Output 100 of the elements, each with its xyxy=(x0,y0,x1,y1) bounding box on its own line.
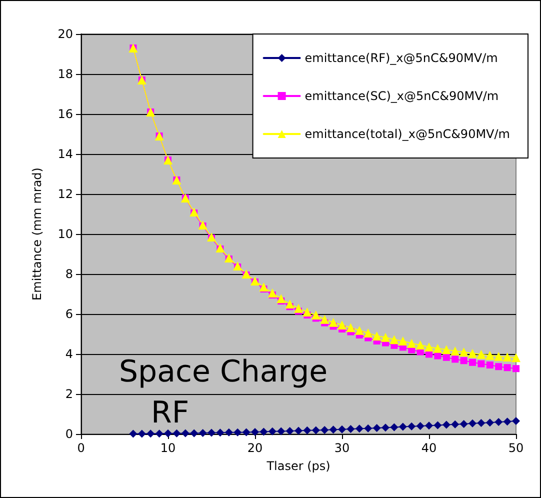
point xyxy=(138,430,146,438)
point xyxy=(285,300,294,308)
y-tick-label: 2 xyxy=(65,387,73,401)
y-tick-label: 16 xyxy=(58,107,73,121)
point xyxy=(494,418,503,426)
x-tick-label: 10 xyxy=(160,441,176,455)
point xyxy=(355,424,364,433)
y-tick-label: 18 xyxy=(58,67,73,81)
point xyxy=(459,348,468,356)
point xyxy=(216,428,224,437)
point xyxy=(129,430,138,438)
point xyxy=(407,338,416,348)
y-tick-label: 10 xyxy=(58,227,73,241)
point xyxy=(259,282,268,292)
point xyxy=(208,428,216,437)
point xyxy=(495,363,502,370)
legend-label: emittance(total)_x@5nC&90MV/m xyxy=(304,127,510,141)
point xyxy=(512,365,520,372)
point xyxy=(234,428,242,436)
point xyxy=(390,335,399,344)
point xyxy=(390,423,398,432)
point xyxy=(302,308,312,316)
point xyxy=(460,357,468,364)
point xyxy=(416,422,424,430)
point xyxy=(338,425,346,434)
y-tick-label: 12 xyxy=(58,187,73,201)
point xyxy=(485,350,494,360)
x-tick-label: 50 xyxy=(508,441,524,455)
point xyxy=(442,345,451,354)
point xyxy=(260,428,268,436)
point xyxy=(277,427,286,436)
point xyxy=(398,422,407,431)
y-axis-title: Emittance (mm mrad) xyxy=(30,168,44,300)
point xyxy=(364,328,373,338)
point xyxy=(382,424,390,432)
x-tick-label: 0 xyxy=(77,441,85,455)
annotation: Space Charge xyxy=(119,354,328,390)
y-tick-label: 6 xyxy=(65,307,73,321)
x-axis-title: Tlaser (ps) xyxy=(266,459,330,473)
point xyxy=(469,358,476,366)
point xyxy=(172,429,181,438)
point xyxy=(494,352,504,361)
point xyxy=(434,421,442,430)
annotation: RF xyxy=(151,396,190,430)
point xyxy=(398,336,408,346)
point xyxy=(425,422,433,430)
point xyxy=(512,417,520,425)
y-tick-label: 8 xyxy=(65,267,73,281)
y-tick-label: 14 xyxy=(58,147,73,161)
point xyxy=(328,318,338,327)
point xyxy=(311,310,320,320)
x-tick-label: 20 xyxy=(247,441,263,455)
x-tick-label: 30 xyxy=(334,441,350,455)
y-tick-label: 4 xyxy=(65,347,73,361)
point xyxy=(224,428,233,436)
point xyxy=(478,360,485,368)
point xyxy=(408,422,416,430)
point xyxy=(286,427,294,435)
point xyxy=(181,429,190,438)
point xyxy=(451,420,460,428)
point xyxy=(477,419,486,427)
point xyxy=(502,352,512,362)
point xyxy=(372,424,381,432)
point xyxy=(468,419,476,428)
point xyxy=(190,429,198,438)
point xyxy=(312,426,320,434)
legend-label: emittance(SC)_x@5nC&90MV/m xyxy=(304,89,499,103)
point xyxy=(452,356,459,363)
point xyxy=(276,294,286,304)
point xyxy=(320,314,330,324)
point xyxy=(468,348,477,358)
point xyxy=(268,427,276,436)
point xyxy=(251,428,259,436)
point xyxy=(424,342,434,352)
point xyxy=(442,354,450,361)
point xyxy=(364,424,372,432)
point xyxy=(294,426,302,435)
point xyxy=(486,418,494,427)
point xyxy=(486,362,494,368)
point xyxy=(503,418,512,426)
y-tick-label: 0 xyxy=(65,427,73,441)
legend-label: emittance(RF)_x@5nC&90MV/m xyxy=(304,51,498,65)
point xyxy=(381,332,390,342)
point xyxy=(346,425,355,433)
point xyxy=(268,288,277,298)
point xyxy=(294,304,303,313)
point xyxy=(442,420,450,429)
point xyxy=(433,344,442,353)
point xyxy=(164,429,172,438)
point xyxy=(155,430,164,438)
point xyxy=(512,353,520,362)
y-tick-label: 20 xyxy=(58,27,73,41)
point xyxy=(320,426,329,434)
point xyxy=(146,430,155,438)
point xyxy=(329,426,338,434)
point xyxy=(504,364,511,372)
point xyxy=(346,323,356,332)
point xyxy=(338,320,346,330)
point xyxy=(416,340,425,350)
point xyxy=(460,420,468,428)
